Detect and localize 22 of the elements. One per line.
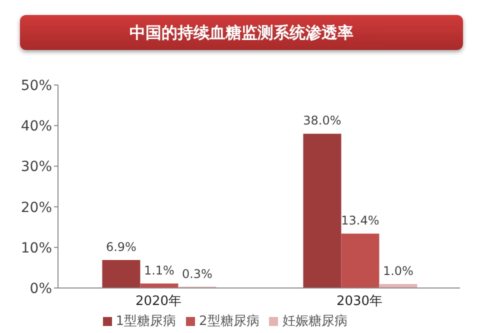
y-tick-label: 20% xyxy=(20,200,52,216)
y-tick-label: 0% xyxy=(30,280,52,297)
y-tick-label: 30% xyxy=(20,159,52,176)
data-label: 6.9% xyxy=(106,240,136,254)
bar xyxy=(140,284,178,288)
legend-label: 妊娠糖尿病 xyxy=(282,314,348,329)
data-label: 1.1% xyxy=(144,264,174,278)
bar xyxy=(102,260,140,288)
bar xyxy=(303,134,342,288)
bar xyxy=(341,234,380,288)
legend-label: 2型糖尿病 xyxy=(199,314,260,329)
legend-label: 1型糖尿病 xyxy=(116,314,176,329)
data-label: 13.4% xyxy=(341,214,380,228)
y-tick-label: 10% xyxy=(20,240,52,256)
data-label: 38.0% xyxy=(303,114,342,128)
y-tick-label: 50% xyxy=(20,78,52,94)
y-tick-label: 40% xyxy=(20,118,52,135)
x-tick-label: 2030年 xyxy=(336,294,383,310)
chart-title: 中国的持续血糖监测系统渗透率 xyxy=(20,15,463,50)
data-label: 1.0% xyxy=(382,264,414,278)
data-label: 0.3% xyxy=(182,266,212,281)
x-tick-label: 2020年 xyxy=(135,294,182,310)
